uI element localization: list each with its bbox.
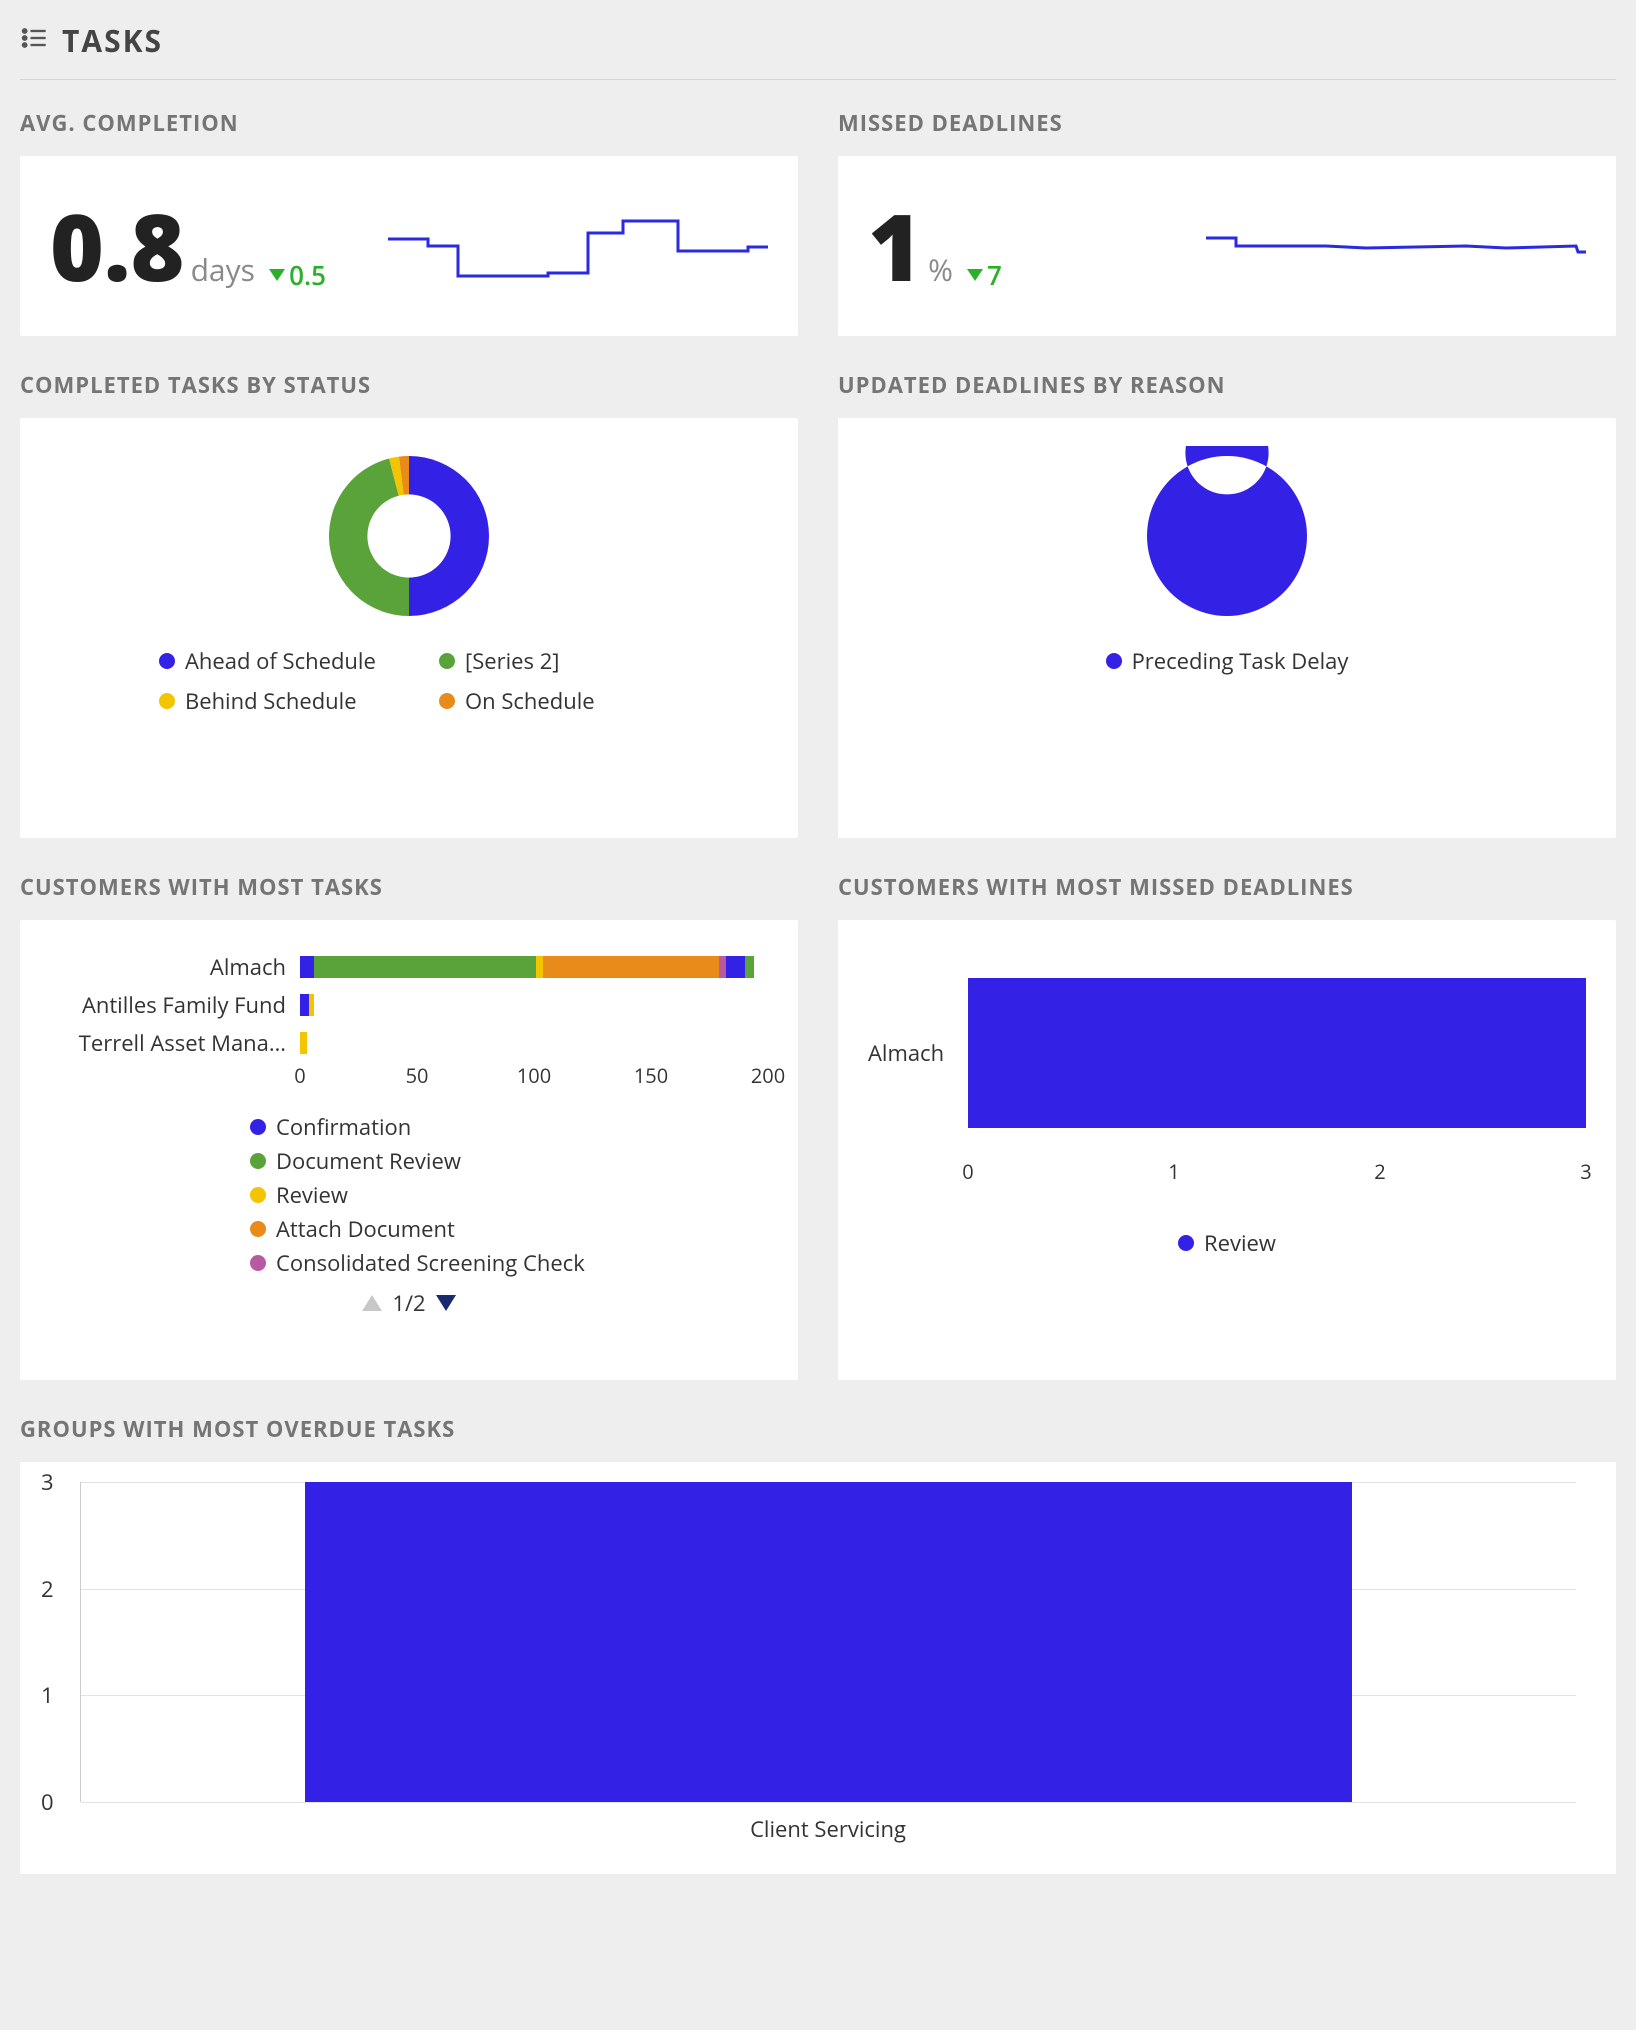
hbar-bar xyxy=(968,978,1586,1128)
legend-item: Review xyxy=(250,1180,768,1210)
customers-tasks-legend: Confirmation Document Review Review Attach … xyxy=(250,1112,768,1278)
axis-tick: 3 xyxy=(1580,1158,1591,1185)
axis-tick: 1 xyxy=(41,1680,54,1710)
avg-completion-value: 0.8 xyxy=(50,183,184,308)
updated-by-reason-section: UPDATED DEADLINES BY REASON Preceding Ta… xyxy=(838,370,1616,838)
axis-tick: 2 xyxy=(1374,1158,1385,1185)
hbar-label: Antilles Family Fund xyxy=(50,990,300,1020)
hbar-segment xyxy=(314,956,536,978)
hbar-segment xyxy=(300,956,314,978)
pager-next-icon[interactable] xyxy=(436,1295,456,1311)
legend-pager[interactable]: 1/2 xyxy=(50,1288,768,1318)
updated-donut-chart xyxy=(1137,446,1317,626)
avg-completion-unit: days xyxy=(191,249,255,290)
legend-item: Ahead of Schedule xyxy=(159,646,379,676)
section-title: MISSED DEADLINES xyxy=(838,108,1616,138)
hbar-row: Antilles Family Fund xyxy=(50,986,768,1024)
axis-tick: 200 xyxy=(751,1062,785,1089)
hbar-row: Terrell Asset Mana… xyxy=(50,1024,768,1062)
legend-item: On Schedule xyxy=(439,686,659,716)
customers-missed-chart: Almach xyxy=(868,978,1586,1128)
hbar-label: Almach xyxy=(50,952,300,982)
legend-item: Consolidated Screening Check xyxy=(250,1248,768,1278)
gridline xyxy=(81,1802,1576,1803)
legend-item: Review xyxy=(1178,1228,1276,1258)
axis-tick: 150 xyxy=(634,1062,668,1089)
avg-completion-section: AVG. COMPLETION 0.8 days 0.5 xyxy=(20,108,798,336)
missed-deadlines-section: MISSED DEADLINES 1 % 7 xyxy=(838,108,1616,336)
hbar-segment xyxy=(536,956,543,978)
hbar-track xyxy=(300,1032,768,1054)
completed-donut-chart xyxy=(319,446,499,626)
section-title: GROUPS WITH MOST OVERDUE TASKS xyxy=(20,1414,1616,1444)
axis-tick: 0 xyxy=(294,1062,305,1089)
vbar-bar xyxy=(305,1482,1352,1802)
avg-completion-card: 0.8 days 0.5 xyxy=(20,156,798,336)
section-title: UPDATED DEADLINES BY REASON xyxy=(838,370,1616,400)
axis-tick: 100 xyxy=(517,1062,551,1089)
legend-item: Confirmation xyxy=(250,1112,768,1142)
hbar-track xyxy=(300,956,768,978)
missed-value: 1 xyxy=(868,183,922,308)
hbar-segment xyxy=(745,956,754,978)
groups-overdue-xlabel: Client Servicing xyxy=(80,1814,1576,1844)
axis-tick: 0 xyxy=(962,1158,973,1185)
missed-sparkline xyxy=(1206,226,1586,266)
customers-tasks-section: CUSTOMERS WITH MOST TASKS Almach Antilles… xyxy=(20,872,798,1380)
missed-deadlines-card: 1 % 7 xyxy=(838,156,1616,336)
groups-overdue-card: 0123 Client Servicing xyxy=(20,1462,1616,1874)
hbar-segment xyxy=(543,956,719,978)
hbar-label: Terrell Asset Mana… xyxy=(50,1028,300,1058)
groups-overdue-chart: 0123 xyxy=(80,1482,1576,1802)
hbar-segment xyxy=(726,956,745,978)
customers-missed-card: Almach 0 1 2 3 Review xyxy=(838,920,1616,1380)
completed-legend: Ahead of Schedule [Series 2] Behind Schedu… xyxy=(50,646,768,716)
axis-tick: 2 xyxy=(41,1574,54,1604)
section-title: AVG. COMPLETION xyxy=(20,108,798,138)
avg-completion-sparkline xyxy=(388,191,768,301)
hbar-segment xyxy=(309,994,314,1016)
updated-legend: Preceding Task Delay xyxy=(1106,646,1349,676)
list-icon xyxy=(20,24,48,57)
axis-tick: 0 xyxy=(41,1787,54,1817)
avg-completion-delta: 0.5 xyxy=(269,257,326,293)
hbar-segment xyxy=(300,994,309,1016)
missed-delta: 7 xyxy=(967,257,1002,293)
triangle-down-icon xyxy=(269,269,285,281)
hbar-row: Almach xyxy=(868,978,1586,1128)
page-title: TASKS xyxy=(62,20,163,61)
legend-item: Behind Schedule xyxy=(159,686,379,716)
customers-missed-legend: Review xyxy=(868,1228,1586,1258)
section-title: CUSTOMERS WITH MOST TASKS xyxy=(20,872,798,902)
customers-missed-section: CUSTOMERS WITH MOST MISSED DEADLINES Alm… xyxy=(838,872,1616,1380)
customers-tasks-chart: Almach Antilles Family Fund Terrell Asset … xyxy=(50,948,768,1062)
hbar-label: Almach xyxy=(868,1038,968,1068)
completed-by-status-card: Ahead of Schedule [Series 2] Behind Schedu… xyxy=(20,418,798,838)
hbar-row: Almach xyxy=(50,948,768,986)
groups-overdue-section: GROUPS WITH MOST OVERDUE TASKS 0123 Clie… xyxy=(20,1414,1616,1874)
axis-tick: 3 xyxy=(41,1467,54,1497)
axis-tick: 1 xyxy=(1168,1158,1179,1185)
missed-unit: % xyxy=(928,249,953,290)
updated-by-reason-card: Preceding Task Delay xyxy=(838,418,1616,838)
pager-prev-icon[interactable] xyxy=(362,1295,382,1311)
axis-tick: 50 xyxy=(406,1062,429,1089)
customers-tasks-card: Almach Antilles Family Fund Terrell Asset … xyxy=(20,920,798,1380)
section-title: CUSTOMERS WITH MOST MISSED DEADLINES xyxy=(838,872,1616,902)
legend-item: Preceding Task Delay xyxy=(1106,646,1349,676)
legend-item: Attach Document xyxy=(250,1214,768,1244)
section-title: COMPLETED TASKS BY STATUS xyxy=(20,370,798,400)
completed-by-status-section: COMPLETED TASKS BY STATUS Ahead of Sched… xyxy=(20,370,798,838)
pager-text: 1/2 xyxy=(392,1288,425,1318)
hbar-segment xyxy=(300,1032,307,1054)
legend-item: Document Review xyxy=(250,1146,768,1176)
page-header: TASKS xyxy=(20,20,1616,80)
triangle-down-icon xyxy=(967,269,983,281)
customers-missed-axis: 0123 xyxy=(968,1158,1586,1188)
legend-item: [Series 2] xyxy=(439,646,659,676)
hbar-segment xyxy=(719,956,726,978)
customers-tasks-axis: 050100150200 xyxy=(300,1062,768,1092)
hbar-track xyxy=(300,994,768,1016)
